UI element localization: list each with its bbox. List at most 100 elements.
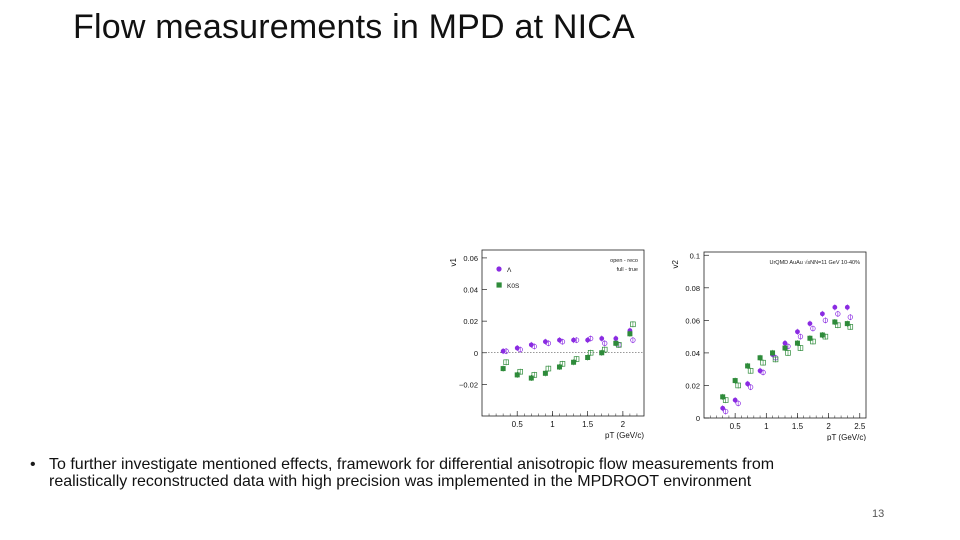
- data-point-k0s-reco: [503, 359, 509, 365]
- data-point-k0s: [613, 340, 619, 346]
- data-point-lambda-reco: [545, 340, 552, 346]
- v1-plot: 0.5 1 1.5 2 −0.02 0 0.02 0.04 0.06 v1 pT (GeV/c) op…: [449, 249, 645, 440]
- v2-plot: 0.5 1 1.5 2 2.5 0 0.02 0.04 0.06 0.08 0.1 v2 pT (GeV…: [671, 251, 867, 441]
- data-point-k0s: [844, 321, 850, 327]
- x-tick-label: 1.5: [582, 420, 594, 429]
- slide-title: Flow measurements in MPD at NICA: [73, 8, 635, 46]
- data-point-k0s-reco: [847, 324, 854, 330]
- data-point-k0s: [585, 355, 591, 361]
- y-tick-label: 0: [696, 414, 700, 423]
- data-point-k0s-reco: [797, 345, 804, 351]
- data-point-k0s-reco: [545, 365, 552, 372]
- y-tick-label: 0.06: [685, 316, 700, 325]
- x-tick-label: 0.5: [730, 422, 742, 431]
- bullet-marker: •: [30, 456, 36, 473]
- data-point-k0s-reco: [587, 350, 594, 356]
- data-point-k0s: [782, 345, 788, 351]
- y-tick-label: 0: [474, 349, 478, 358]
- data-point-lambda: [745, 381, 751, 387]
- data-point-lambda: [832, 304, 838, 310]
- data-point-k0s: [732, 378, 738, 384]
- data-point-lambda-reco: [760, 369, 766, 376]
- data-point-lambda: [585, 337, 591, 343]
- y-tick-label: 0.04: [685, 349, 700, 358]
- data-point-lambda-reco: [735, 400, 741, 407]
- data-point-lambda: [819, 311, 825, 317]
- data-point-k0s-reco: [772, 356, 779, 363]
- data-point-k0s-reco: [559, 361, 566, 367]
- data-point-lambda-reco: [810, 325, 816, 332]
- data-point-lambda: [844, 304, 850, 310]
- data-point-lambda: [720, 405, 726, 411]
- x-tick-label: 1: [764, 422, 769, 431]
- y-axis-label: v2: [671, 259, 680, 268]
- data-point-lambda-reco: [602, 340, 608, 346]
- legend-marker-k0s: [496, 282, 502, 288]
- x-tick-label: 2.5: [854, 422, 866, 431]
- data-point-lambda: [514, 345, 520, 351]
- data-point-k0s: [794, 340, 800, 346]
- data-point-k0s-reco: [531, 372, 538, 378]
- data-point-k0s-reco: [735, 382, 741, 389]
- data-point-k0s-reco: [517, 368, 523, 375]
- data-point-lambda: [528, 342, 534, 348]
- plot-frame: [481, 249, 645, 417]
- data-point-lambda-reco: [723, 408, 729, 415]
- data-point-k0s-reco: [785, 350, 791, 356]
- data-point-k0s: [500, 366, 506, 372]
- data-point-k0s: [770, 350, 776, 356]
- data-point-lambda: [782, 340, 788, 346]
- data-point-lambda-reco: [797, 333, 804, 340]
- data-point-lambda-reco: [573, 337, 580, 343]
- data-point-k0s-reco: [835, 322, 841, 328]
- data-point-lambda-reco: [847, 314, 853, 320]
- x-tick-label: 2: [621, 420, 626, 429]
- data-point-lambda-reco: [588, 335, 594, 342]
- bullet-text: To further investigate mentioned effects…: [49, 456, 775, 490]
- data-point-k0s-reco: [573, 356, 580, 362]
- data-point-k0s: [627, 331, 633, 337]
- data-point-lambda-reco: [630, 337, 636, 343]
- data-point-k0s: [571, 359, 577, 365]
- data-point-k0s-reco: [747, 368, 754, 374]
- plot-annotation: full - true: [617, 267, 638, 273]
- data-point-k0s: [832, 319, 838, 325]
- y-tick-label: −0.02: [459, 380, 478, 389]
- data-point-k0s-reco: [630, 321, 636, 328]
- y-axis-label: v1: [449, 257, 458, 266]
- y-tick-label: 0.04: [463, 286, 478, 295]
- data-point-lambda: [557, 337, 562, 343]
- data-point-lambda: [732, 397, 738, 403]
- data-point-k0s: [542, 370, 548, 376]
- y-tick-label: 0.08: [685, 284, 700, 293]
- data-point-lambda: [542, 339, 548, 345]
- data-point-lambda: [807, 321, 813, 327]
- x-tick-label: 1: [550, 420, 555, 429]
- plot-annotation: open - reco: [610, 258, 638, 264]
- data-point-lambda-reco: [835, 311, 841, 317]
- plot-frame: [703, 251, 867, 419]
- data-point-k0s: [819, 332, 825, 338]
- data-point-k0s-reco: [601, 346, 608, 353]
- data-point-k0s: [514, 372, 520, 378]
- x-tick-label: 2: [826, 422, 831, 431]
- data-point-k0s: [528, 375, 534, 381]
- data-point-k0s: [745, 363, 751, 369]
- x-tick-label: 0.5: [512, 420, 524, 429]
- data-point-lambda: [757, 368, 763, 374]
- data-point-lambda-reco: [517, 346, 523, 353]
- data-point-k0s: [757, 355, 763, 361]
- data-point-k0s: [720, 394, 726, 400]
- data-point-lambda: [795, 329, 800, 335]
- y-tick-label: 0.1: [690, 251, 700, 260]
- data-point-lambda-reco: [531, 343, 537, 350]
- data-point-k0s-reco: [760, 359, 766, 366]
- y-tick-label: 0.06: [463, 254, 478, 263]
- data-point-k0s: [556, 364, 562, 370]
- page-number: 13: [872, 508, 885, 520]
- data-point-k0s-reco: [722, 397, 729, 403]
- data-point-lambda: [613, 336, 619, 341]
- x-axis-label: pT (GeV/c): [605, 431, 644, 440]
- x-tick-label: 1.5: [792, 422, 804, 431]
- data-point-k0s: [807, 335, 813, 341]
